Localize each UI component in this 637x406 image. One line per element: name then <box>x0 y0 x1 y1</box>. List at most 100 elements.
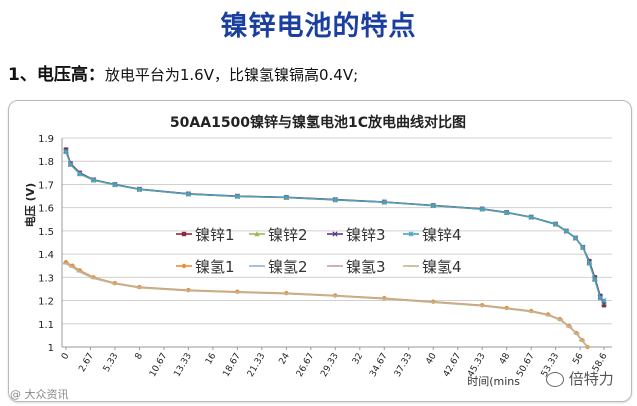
y-tick-label: 1.1 <box>38 320 54 331</box>
legend-marker <box>408 231 414 237</box>
data-point <box>430 203 436 209</box>
data-point <box>63 148 69 155</box>
legend-entry: 镍氢2 <box>249 258 308 276</box>
data-point <box>586 260 592 266</box>
x-tick-label: 2.67 <box>77 352 96 374</box>
data-point <box>90 177 97 183</box>
legend-label: 镍氢1 <box>195 258 235 276</box>
series-line <box>65 150 605 305</box>
y-tick-label: 1.4 <box>38 250 54 261</box>
y-tick-label: 1.2 <box>38 297 54 308</box>
series-1 <box>63 147 607 308</box>
x-tick-label: 21.33 <box>246 352 268 379</box>
legend-label: 镍锌2 <box>268 226 308 244</box>
data-point <box>601 303 607 308</box>
chart-frame <box>8 100 632 402</box>
data-point <box>597 295 603 301</box>
data-point <box>479 206 485 212</box>
x-tick-label: 24 <box>278 351 293 366</box>
legend-marker <box>254 231 260 237</box>
watermark-left: @ 大众资讯 <box>10 388 69 401</box>
watermark-right: 倍特力 <box>546 368 614 389</box>
point-number: 1、 <box>8 65 37 85</box>
wechat-icon <box>546 372 564 387</box>
legend-entry: 镍锌1 <box>176 226 235 244</box>
series-3 <box>63 148 607 307</box>
y-tick-label: 1.5 <box>38 227 54 238</box>
chart-grid <box>61 137 612 350</box>
legend-label: 镍氢3 <box>346 258 386 276</box>
data-point <box>563 228 569 234</box>
series-line <box>65 262 589 348</box>
series-line <box>65 149 605 306</box>
x-tick-label: 56 <box>571 351 586 366</box>
y-tick-labels: 1 1.1 1.2 1.3 1.4 1.5 1.6 1.7 1.8 1.9 <box>38 134 54 354</box>
data-point <box>234 193 240 199</box>
point-text: 放电平台为1.6V，比镍氢镍镉高0.4V; <box>104 66 359 84</box>
series-2 <box>63 149 607 306</box>
legend-label: 镍氢4 <box>422 258 462 276</box>
y-tick-label: 1.9 <box>38 134 54 145</box>
watermark-right-text: 倍特力 <box>568 370 614 388</box>
x-tick-label: 8 <box>134 351 146 361</box>
x-tick-label: 40 <box>424 351 439 366</box>
legend-entry: 镍氢3 <box>327 258 386 276</box>
legend-entry: 镍锌3 <box>327 226 386 244</box>
y-tick-label: 1.7 <box>38 180 54 191</box>
data-point <box>592 276 598 282</box>
series-7 <box>63 262 591 348</box>
chart-title: 50AA1500镍锌与镍氢电池1C放电曲线对比图 <box>170 114 466 131</box>
x-tick-label: 34.67 <box>368 352 390 379</box>
data-point <box>77 171 83 177</box>
series-line <box>65 262 589 348</box>
series-5 <box>63 260 590 350</box>
series-6 <box>63 262 591 348</box>
data-point <box>283 194 289 201</box>
legend-label: 镍锌3 <box>346 226 386 244</box>
x-tick-label: 13.33 <box>172 352 194 379</box>
y-tick-label: 1.6 <box>38 204 54 215</box>
legend-entry: 镍锌4 <box>403 226 462 244</box>
legend-marker <box>181 231 187 237</box>
x-tick-labels: 0 2.67 5.33 8 10.67 13.33 16 18.67 21.33 24 26.67 2… <box>60 351 610 379</box>
data-point <box>185 191 191 197</box>
x-tick-label: 37.33 <box>393 352 415 379</box>
legend-label: 镍锌1 <box>195 226 235 244</box>
x-tick-label: 5.33 <box>102 352 121 374</box>
series-8 <box>63 263 591 348</box>
x-tick-label: 18.67 <box>221 352 243 379</box>
series-4 <box>63 148 607 304</box>
data-point <box>580 244 586 250</box>
legend-entry: 镍锌2 <box>249 226 308 244</box>
slide-title: 镍锌电池的特点 <box>220 11 417 42</box>
y-tick-label: 1 <box>48 343 54 354</box>
legend-entry: 镍氢1 <box>176 258 235 276</box>
x-tick-label: 26.67 <box>295 352 317 379</box>
y-axis-label: 电压 (V) <box>23 183 37 227</box>
data-point <box>504 209 510 216</box>
data-point <box>528 214 534 220</box>
series-line <box>65 261 589 348</box>
data-point <box>136 186 143 192</box>
data-point <box>68 161 74 168</box>
data-point <box>381 199 387 205</box>
legend-entry: 镍氢4 <box>403 258 462 276</box>
series-layer <box>63 147 607 350</box>
legend-marker <box>181 263 187 269</box>
y-tick-label: 1.3 <box>38 273 54 284</box>
x-tick-label: 0 <box>60 351 72 361</box>
x-tick-label: 16 <box>204 351 219 366</box>
data-point <box>332 197 338 203</box>
legend-label: 镍氢2 <box>268 258 308 276</box>
y-tick-label: 1.8 <box>38 157 54 168</box>
point-heading: 电压高： <box>36 65 105 85</box>
legend-marker <box>332 231 338 237</box>
data-point <box>601 298 607 304</box>
x-tick-label: 10.67 <box>148 352 170 379</box>
x-tick-label: 32 <box>351 352 365 367</box>
data-point <box>112 182 118 188</box>
data-point <box>553 221 559 227</box>
data-point <box>572 235 579 241</box>
series-line <box>65 151 605 304</box>
